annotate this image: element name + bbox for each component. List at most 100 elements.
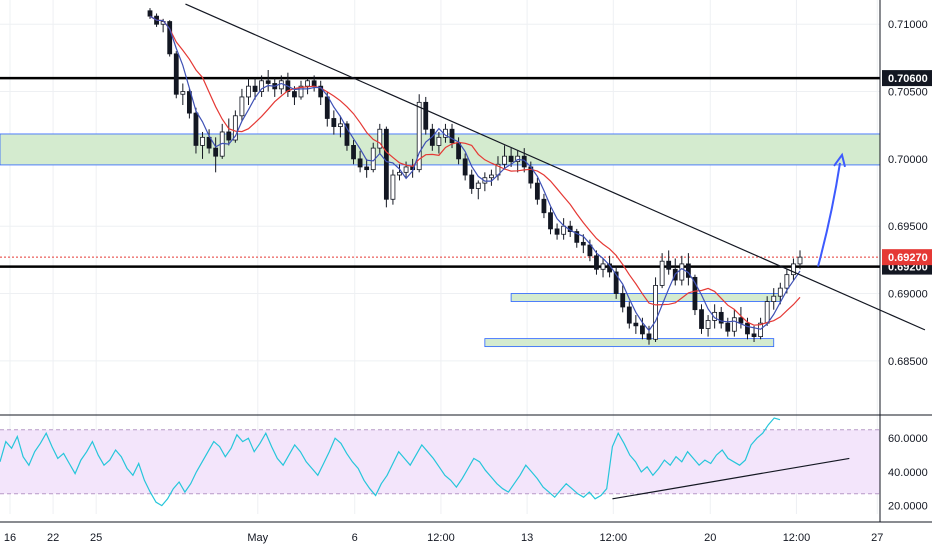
candle-body-down [364,166,370,171]
candle [246,78,251,106]
time-tick-label: 12:00 [427,532,455,544]
candle [252,78,258,100]
candle-body-up [731,317,737,332]
candle-body-down [751,333,757,338]
candle [613,266,619,299]
candle [200,131,205,159]
current-price-tag-label: 0.69270 [888,252,928,264]
candle-body-down [633,322,639,327]
candle [423,96,429,135]
candle-body-up [679,263,685,281]
candle-body-down [252,85,258,92]
oscillator-tick-label: 40.0000 [888,467,928,479]
candle [344,121,350,151]
candle [147,8,153,19]
oscillator-line [0,417,781,507]
time-tick-label: 6 [352,532,358,544]
candle [272,78,278,97]
candle [475,180,481,200]
candle-body-up [436,136,442,146]
candle [239,88,245,122]
candle [173,51,179,99]
candle-body-down [311,80,317,87]
candle [554,223,560,240]
candle [751,325,757,342]
candle [594,250,599,275]
price-tick-label: 0.68500 [888,356,928,368]
candle [364,158,370,178]
candle [534,177,540,205]
candle-body-down [351,145,356,160]
candle-body-down [357,158,363,168]
price-tick-label: 0.70000 [888,154,928,166]
candle [653,277,658,342]
candle-body-down [548,212,553,230]
candle-body-down [449,128,455,144]
candle-body-up [659,260,665,286]
candle [232,110,238,143]
candle-body-up [489,174,494,179]
candle-body-up [797,256,803,265]
candle [777,282,783,305]
candle-body-up [475,182,481,189]
candle-body-down [692,276,698,311]
candle-body-up [561,225,567,235]
candle-body-down [620,293,626,308]
candle-body-down [265,80,271,84]
candle [193,107,199,154]
candle-body-up [791,263,796,276]
candle [180,83,186,106]
candle-body-up [239,96,245,117]
time-tick-label: 27 [871,532,883,544]
candle [436,131,442,154]
candle [186,88,192,119]
descending-trendline [185,3,926,331]
candle [692,274,698,316]
candle [633,315,639,334]
horizontal-levels [0,76,880,268]
candle [298,80,304,100]
candle [462,153,468,181]
candle-body-down [626,306,632,324]
candle [285,72,291,97]
candle-body-down [186,91,192,114]
candle-body-up [305,80,310,87]
candle [561,218,567,240]
time-tick-label: 13 [521,532,533,544]
time-tick-label: 25 [90,532,102,544]
candle-body-up [180,91,186,95]
candle-body-up [712,311,718,321]
candle [397,164,402,181]
candle-body-down [534,182,540,200]
candle-body-up [416,101,422,171]
candle-body-up [200,136,205,146]
candle [502,145,507,170]
candle [771,288,777,310]
candle [718,306,724,329]
candle-body-down [462,158,468,176]
candle-body-down [666,260,672,270]
candle-body-down [456,142,461,160]
oscillator-pane [0,414,932,507]
moving-averages [149,15,801,332]
candle-body-up [246,85,251,98]
candle [265,70,271,92]
time-tick-label: 22 [47,532,59,544]
candle [259,75,265,97]
candle-body-down [699,309,704,329]
candle [731,309,737,337]
candle-body-up [600,263,606,270]
candle-body-down [193,112,199,146]
candle-body-up [232,115,238,141]
candle [672,258,678,286]
candle [482,172,488,192]
candle-body-up [403,166,409,173]
candle [226,118,232,146]
candle-body-down [147,10,153,17]
price-tick-label: 0.70500 [888,87,928,99]
candle [797,250,803,270]
drawings [185,3,926,331]
candle-body-down [640,325,645,335]
